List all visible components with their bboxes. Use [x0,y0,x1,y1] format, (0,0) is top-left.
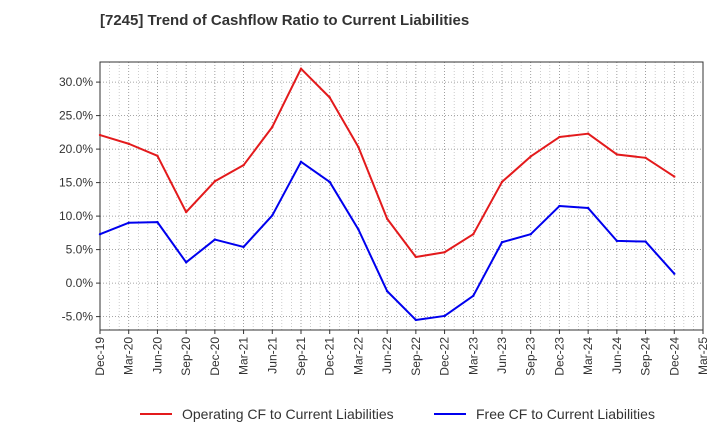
data-point [500,241,504,244]
data-point [529,155,532,158]
y-tick-label: 30.0% [59,75,93,89]
y-tick-label: 20.0% [59,142,93,156]
x-tick-label: Sep-23 [524,337,538,376]
data-point [615,153,619,156]
x-tick-label: Jun-21 [265,337,279,374]
data-point [98,232,102,236]
series-line [99,67,675,258]
x-tick-label: Jun-24 [610,337,624,374]
y-tick-label: 5.0% [66,243,94,257]
data-point [529,232,532,236]
x-tick-label: Dec-20 [208,337,222,376]
data-point [558,204,561,208]
x-axis: Dec-19 Mar-20 Jun-20 Sep-20 Dec-20 Mar-21 Jun-… [93,330,710,376]
y-tick-label: 15.0% [59,176,93,190]
data-point [586,206,590,210]
data-point [328,180,331,184]
data-point [644,156,647,160]
plot-frame [99,61,704,331]
legend-item: Free CF to Current Liabilities [434,406,655,422]
x-tick-label: Jun-22 [380,337,394,374]
legend: Operating CF to Current Liabilities Free … [140,406,655,422]
data-point [586,132,590,135]
y-tick-label: 10.0% [59,209,93,223]
x-tick-label: Mar-21 [237,337,251,375]
data-point [156,154,159,157]
legend-label: Free CF to Current Liabilities [476,406,655,422]
data-point [500,180,504,184]
y-tick-label: 25.0% [59,109,93,123]
x-tick-label: Mar-22 [351,337,365,375]
x-tick-label: Jun-20 [150,337,164,374]
grid-layer [99,62,704,330]
data-point [443,314,446,318]
x-tick-label: Dec-19 [93,337,107,376]
data-point [472,294,475,298]
data-point [299,67,303,70]
data-point [615,239,619,243]
data-point [385,289,389,293]
y-tick-label: 0.0% [66,276,94,290]
series-free-cf [98,160,676,322]
x-tick-label: Mar-24 [581,337,595,375]
x-tick-label: Dec-24 [667,337,681,376]
data-point [443,251,446,254]
x-tick-label: Sep-24 [639,337,653,376]
series-layer [98,67,676,322]
data-point [414,255,418,259]
data-point [213,180,217,183]
data-point [156,220,159,224]
data-point [357,228,360,231]
x-tick-label: Dec-22 [438,337,452,376]
y-tick-label: -5.0% [62,310,94,324]
x-tick-label: Sep-21 [294,337,308,376]
y-axis: -5.0% 0.0% 5.0% 10.0% 15.0% 20.0% 25.0% 30.0% [59,75,100,324]
x-tick-label: Dec-23 [552,337,566,376]
data-point [213,238,217,241]
data-point [127,221,130,224]
legend-label: Operating CF to Current Liabilities [182,406,394,422]
data-point [184,261,188,264]
data-point [271,214,274,217]
x-tick-label: Mar-25 [696,337,710,375]
data-point [644,240,647,243]
data-point [558,135,561,139]
data-point [127,142,130,145]
data-point [299,160,303,164]
data-point [242,245,245,249]
x-tick-label: Jun-23 [495,337,509,374]
chart-title: [7245] Trend of Cashflow Ratio to Curren… [100,12,470,29]
x-tick-label: Dec-21 [323,337,337,376]
series-operating-cf [98,67,676,259]
data-point [673,272,676,275]
data-point [414,318,418,322]
data-point [242,163,245,167]
x-tick-label: Mar-23 [466,337,480,375]
data-point [385,217,389,220]
data-point [184,210,188,214]
x-tick-label: Sep-20 [179,337,193,376]
data-point [357,145,360,149]
data-point [328,96,331,99]
x-tick-label: Sep-22 [409,337,423,376]
legend-item: Operating CF to Current Liabilities [140,406,394,422]
data-point [271,125,274,129]
data-point [472,232,475,236]
data-point [98,133,102,137]
x-tick-label: Mar-20 [122,337,136,375]
data-point [673,175,676,178]
